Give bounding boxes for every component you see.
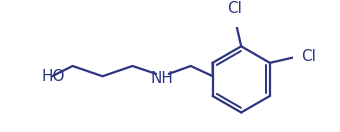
Text: NH: NH xyxy=(151,71,174,86)
Text: Cl: Cl xyxy=(301,49,316,64)
Text: HO: HO xyxy=(41,69,65,84)
Text: Cl: Cl xyxy=(227,1,242,16)
